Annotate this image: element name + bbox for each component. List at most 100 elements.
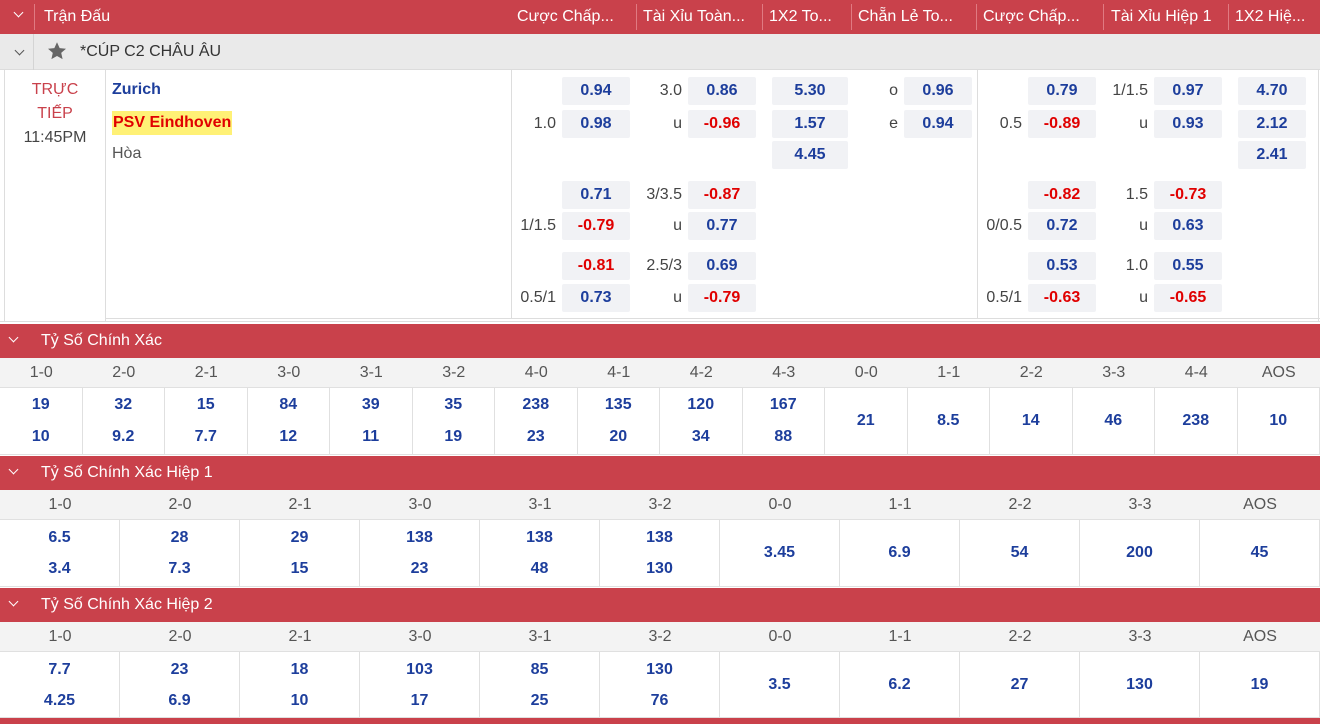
odd-h1-under-1[interactable]: 0.93 <box>1154 110 1222 138</box>
odd-away-win-score[interactable]: 6.9 <box>168 692 191 709</box>
odd-away-win-score[interactable]: 7.7 <box>194 428 217 445</box>
odd-home-win-score[interactable]: 84 <box>279 396 298 413</box>
odd-ft-under-2[interactable]: 0.77 <box>688 212 756 240</box>
col-ft-1x2[interactable]: 1X2 To... <box>769 8 832 25</box>
odd-score[interactable]: 3.5 <box>768 676 791 693</box>
odd-home-win-score[interactable]: 18 <box>290 661 309 678</box>
odd-score[interactable]: 14 <box>1021 412 1040 429</box>
odd-away-win-score[interactable]: 23 <box>526 428 545 445</box>
odd-away-win-score[interactable]: 11 <box>362 428 380 445</box>
odd-h1-1[interactable]: 4.70 <box>1238 77 1306 105</box>
odd-ft-over-1[interactable]: 0.86 <box>688 77 756 105</box>
odd-ft-under-1[interactable]: -0.96 <box>688 110 756 138</box>
odd-home-win-score[interactable]: 238 <box>522 396 550 413</box>
odd-ft-hdp-home-1[interactable]: 0.94 <box>562 77 630 105</box>
section-correct-score[interactable]: Tỷ Số Chính Xác <box>0 324 1320 358</box>
odd-ft-hdp-away-2[interactable]: -0.79 <box>562 212 630 240</box>
odd-score[interactable]: 21 <box>856 412 875 429</box>
odd-h1-2[interactable]: 2.12 <box>1238 110 1306 138</box>
odd-home-win-score[interactable]: 6.5 <box>48 529 71 546</box>
odd-away-win-score[interactable]: 9.2 <box>112 428 135 445</box>
col-h1-ou[interactable]: Tài Xỉu Hiệp 1 <box>1111 8 1212 25</box>
odd-ft-hdp-away-3[interactable]: 0.73 <box>562 284 630 312</box>
league-collapse-button[interactable] <box>6 34 34 70</box>
odd-ft-hdp-away-1[interactable]: 0.98 <box>562 110 630 138</box>
odd-home-win-score[interactable]: 28 <box>170 529 189 546</box>
odd-home-win-score[interactable]: 120 <box>687 396 715 413</box>
odd-home-win-score[interactable]: 103 <box>406 661 433 678</box>
odd-h1-x[interactable]: 2.41 <box>1238 141 1306 169</box>
odd-h1-over-2[interactable]: -0.73 <box>1154 181 1222 209</box>
col-ft-handicap[interactable]: Cược Chấp... <box>517 8 614 25</box>
section-correct-score-h2[interactable]: Tỷ Số Chính Xác Hiệp 2 <box>0 588 1320 622</box>
odd-h1-hdp-away-3[interactable]: -0.63 <box>1028 284 1096 312</box>
odd-away-win-score[interactable]: 10 <box>290 692 309 709</box>
away-team[interactable]: PSV Eindhoven <box>112 111 233 135</box>
odd-h1-under-2[interactable]: 0.63 <box>1154 212 1222 240</box>
odd-away-win-score[interactable]: 130 <box>646 560 673 577</box>
odd-home-win-score[interactable]: 39 <box>361 396 380 413</box>
odd-score[interactable]: 130 <box>1126 676 1153 693</box>
odd-away-win-score[interactable]: 34 <box>691 428 710 445</box>
odd-home-win-score[interactable]: 32 <box>114 396 133 413</box>
odd-away-win-score[interactable]: 25 <box>530 692 549 709</box>
odd-away-win-score[interactable]: 12 <box>279 428 298 445</box>
odd-home-win-score[interactable]: 130 <box>646 661 673 678</box>
odd-h1-hdp-home-1[interactable]: 0.79 <box>1028 77 1096 105</box>
odd-away-win-score[interactable]: 19 <box>444 428 463 445</box>
odd-home-win-score[interactable]: 138 <box>526 529 553 546</box>
odd-h1-hdp-home-2[interactable]: -0.82 <box>1028 181 1096 209</box>
odd-ft-2[interactable]: 1.57 <box>772 110 848 138</box>
odd-away-win-score[interactable]: 10 <box>31 428 50 445</box>
favorite-star-icon[interactable] <box>46 40 68 62</box>
odd-h1-hdp-home-3[interactable]: 0.53 <box>1028 252 1096 280</box>
odd-away-win-score[interactable]: 4.25 <box>43 692 76 709</box>
odd-home-win-score[interactable]: 138 <box>646 529 673 546</box>
odd-score[interactable]: 19 <box>1250 676 1269 693</box>
odd-score[interactable]: 54 <box>1010 544 1029 561</box>
col-ft-ou[interactable]: Tài Xỉu Toàn... <box>643 8 745 25</box>
odd-home-win-score[interactable]: 167 <box>769 396 797 413</box>
odd-ft-hdp-home-3[interactable]: -0.81 <box>562 252 630 280</box>
odd-ft-hdp-home-2[interactable]: 0.71 <box>562 181 630 209</box>
section-correct-score-h1[interactable]: Tỷ Số Chính Xác Hiệp 1 <box>0 456 1320 490</box>
odd-score[interactable]: 10 <box>1269 412 1288 429</box>
odd-ft-1[interactable]: 5.30 <box>772 77 848 105</box>
odd-away-win-score[interactable]: 15 <box>290 560 309 577</box>
odd-away-win-score[interactable]: 48 <box>530 560 549 577</box>
odd-h1-under-3[interactable]: -0.65 <box>1154 284 1222 312</box>
odd-score[interactable]: 27 <box>1010 676 1029 693</box>
home-team[interactable]: Zurich <box>112 81 161 98</box>
odd-home-win-score[interactable]: 135 <box>604 396 632 413</box>
odd-score[interactable]: 6.2 <box>888 676 911 693</box>
odd-h1-hdp-away-2[interactable]: 0.72 <box>1028 212 1096 240</box>
collapse-all-chevron-icon[interactable] <box>13 7 24 18</box>
odd-away-win-score[interactable]: 23 <box>410 560 429 577</box>
odd-away-win-score[interactable]: 76 <box>650 692 669 709</box>
odd-score[interactable]: 46 <box>1104 412 1123 429</box>
odd-ft-x[interactable]: 4.45 <box>772 141 848 169</box>
odd-home-win-score[interactable]: 19 <box>31 396 50 413</box>
odd-score[interactable]: 238 <box>1182 412 1210 429</box>
odd-away-win-score[interactable]: 20 <box>609 428 628 445</box>
odd-home-win-score[interactable]: 15 <box>196 396 215 413</box>
odd-score[interactable]: 8.5 <box>937 412 960 429</box>
odd-oe-even[interactable]: 0.94 <box>904 110 972 138</box>
col-h1-1x2[interactable]: 1X2 Hiệ... <box>1235 8 1306 25</box>
odd-h1-hdp-away-1[interactable]: -0.89 <box>1028 110 1096 138</box>
odd-score[interactable]: 3.45 <box>763 544 796 561</box>
col-h1-handicap[interactable]: Cược Chấp... <box>983 8 1080 25</box>
odd-h1-over-3[interactable]: 0.55 <box>1154 252 1222 280</box>
odd-ft-over-3[interactable]: 0.69 <box>688 252 756 280</box>
odd-score[interactable]: 45 <box>1250 544 1269 561</box>
odd-away-win-score[interactable]: 88 <box>774 428 793 445</box>
col-match[interactable]: Trận Đấu <box>44 8 111 25</box>
odd-home-win-score[interactable]: 29 <box>290 529 309 546</box>
odd-home-win-score[interactable]: 85 <box>530 661 549 678</box>
odd-away-win-score[interactable]: 3.4 <box>48 560 71 577</box>
odd-oe-odd[interactable]: 0.96 <box>904 77 972 105</box>
odd-home-win-score[interactable]: 7.7 <box>48 661 71 678</box>
odd-score[interactable]: 200 <box>1126 544 1153 561</box>
col-ft-oe[interactable]: Chẵn Lẻ To... <box>858 8 953 25</box>
odd-away-win-score[interactable]: 17 <box>410 692 429 709</box>
